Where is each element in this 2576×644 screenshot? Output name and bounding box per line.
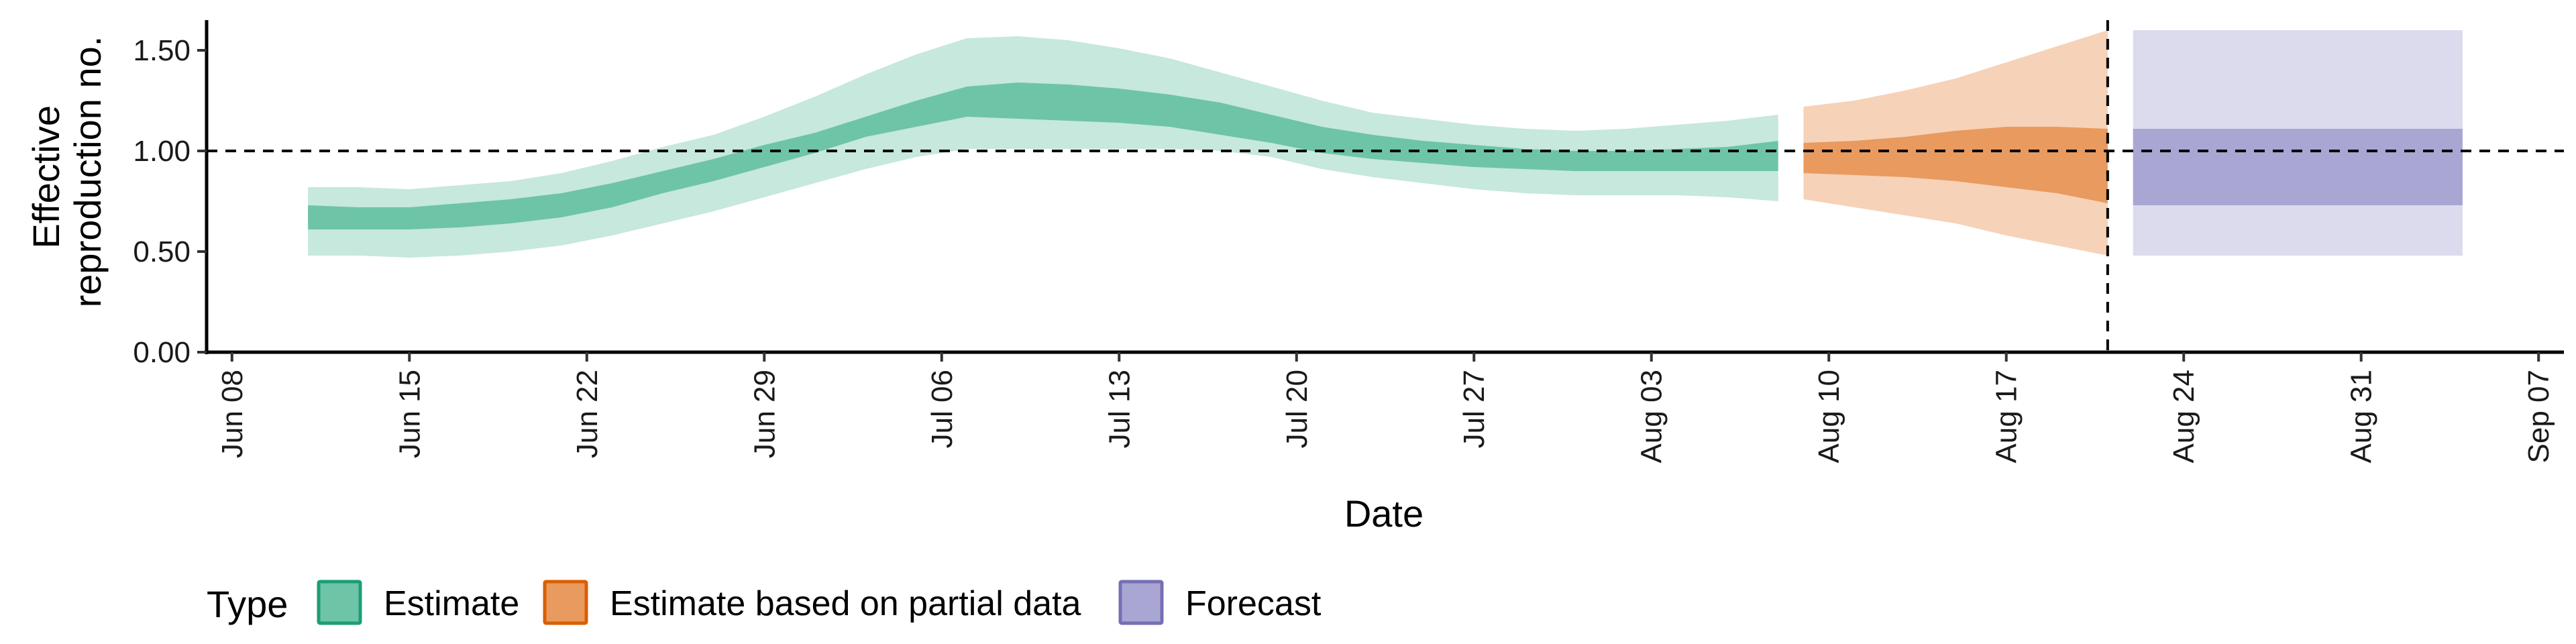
legend-key-forecast [1118, 580, 1164, 625]
legend-label-estimate: Estimate [384, 584, 519, 623]
legend: Type Estimate Estimate based on partial … [207, 580, 1322, 625]
x-tick-label: Jul 13 [1103, 370, 1136, 448]
x-tick-label: Jun 08 [216, 370, 249, 458]
x-tick-label: Jul 27 [1458, 370, 1491, 448]
x-tick-label: Aug 17 [1990, 370, 2023, 463]
y-axis-title: Effective reproduction no. [25, 36, 109, 308]
x-tick-label: Jul 06 [926, 370, 959, 448]
x-tick-label: Aug 24 [2167, 370, 2200, 463]
legend-label-partial: Estimate based on partial data [610, 584, 1081, 623]
x-tick-label: Aug 31 [2345, 370, 2378, 463]
y-tick-label: 1.00 [133, 135, 191, 168]
legend-label-forecast: Forecast [1185, 584, 1322, 623]
band-50-estimate [308, 83, 1778, 229]
y-tick-label: 1.50 [133, 34, 191, 67]
band-90-estimate [308, 36, 1778, 258]
legend-key-partial [543, 580, 588, 625]
y-axis-title-line-1: Effective [25, 105, 67, 249]
x-tick-label: Jul 20 [1281, 370, 1313, 448]
legend-key-estimate [317, 580, 362, 625]
y-tick-label: 0.50 [133, 235, 191, 268]
x-tick-label: Aug 03 [1635, 370, 1668, 463]
y-axis-title-line-2: reproduction no. [66, 36, 109, 308]
x-tick-label: Sep 07 [2522, 370, 2555, 463]
x-tick-label: Aug 10 [1813, 370, 1845, 463]
uncertainty-bands [308, 30, 2463, 258]
y-tick-label: 0.00 [133, 336, 191, 369]
band-50-forecast [2133, 129, 2463, 205]
band-50-estimate-based-on-partial-data [1803, 127, 2108, 203]
x-tick-label: Jun 29 [748, 370, 781, 458]
x-tick-label: Jun 22 [571, 370, 604, 458]
y-axis-ticks: 0.00 0.50 1.00 1.50 [133, 34, 207, 369]
legend-title: Type [207, 583, 288, 625]
x-tick-label: Jun 15 [393, 370, 426, 458]
axes [205, 20, 2564, 354]
x-axis-ticks: Jun 08 Jun 15 Jun 22 Jun 29 Jul 06 Jul 13 Jul … [216, 352, 2555, 463]
x-axis-title: Date [1344, 492, 1424, 535]
